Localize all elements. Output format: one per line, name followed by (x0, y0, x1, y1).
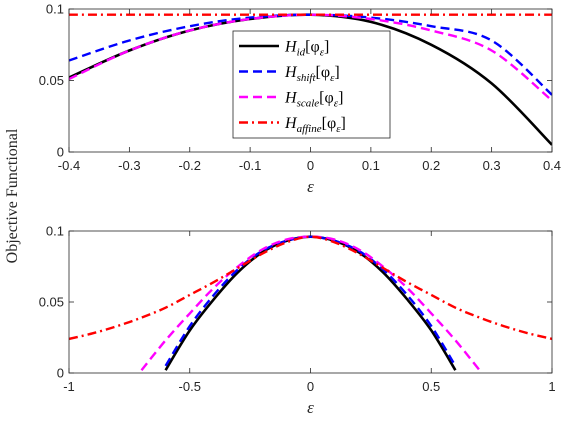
x-axis-label: ε (307, 177, 314, 196)
series-line-affine (69, 235, 552, 341)
y-tick-label: 0.1 (46, 224, 64, 239)
x-tick-label: -0.1 (239, 158, 261, 173)
x-tick-label: -0.5 (179, 379, 201, 394)
legend-entry-scale: Hscale[φε] (284, 90, 343, 110)
y-tick-label: 0.1 (46, 2, 64, 17)
x-tick-label: -1 (63, 379, 75, 394)
x-tick-label: 0.2 (422, 158, 440, 173)
legend-entry-shift: Hshift[φε] (284, 64, 340, 84)
series-line-shift (69, 13, 552, 96)
legend-entry-affine: Haffine[φε] (284, 115, 346, 135)
x-tick-label: 0 (307, 158, 314, 173)
top-plot-panel: -0.4 -0.3 -0.2 -0.1 0 0.1 0.2 0.3 0.4 0 0.05 0.1 ε (39, 2, 561, 197)
y-tick-label: 0.05 (39, 73, 64, 88)
y-axis-label: Objective Functional (4, 128, 21, 263)
bottom-plot-panel: -1 -0.5 0 0.5 1 0 0.05 0.1 ε (39, 224, 556, 418)
legend: Hid[φε] Hshift[φε] Hscale[φε] Haffine[φε] (232, 30, 391, 139)
y-tick-label: 0.05 (39, 295, 64, 310)
legend-entry-id: Hid[φε] (284, 39, 329, 59)
legend-box (232, 30, 391, 139)
x-tick-label: 0.5 (422, 379, 440, 394)
x-tick-label: 0.4 (543, 158, 561, 173)
x-tick-label: -0.3 (118, 158, 140, 173)
x-axis-label: ε (307, 398, 314, 417)
x-tick-label: 0.1 (362, 158, 380, 173)
series-line-shift (164, 235, 457, 367)
x-tick-label: -0.4 (58, 158, 80, 173)
x-tick-label: 1 (548, 379, 555, 394)
series-line-scale (140, 235, 481, 371)
x-tick-label: 0 (307, 379, 314, 394)
x-tick-label: 0.3 (483, 158, 501, 173)
y-tick-label: 0 (57, 366, 64, 381)
y-tick-label: 0 (57, 145, 64, 160)
x-tick-label: -0.2 (179, 158, 201, 173)
